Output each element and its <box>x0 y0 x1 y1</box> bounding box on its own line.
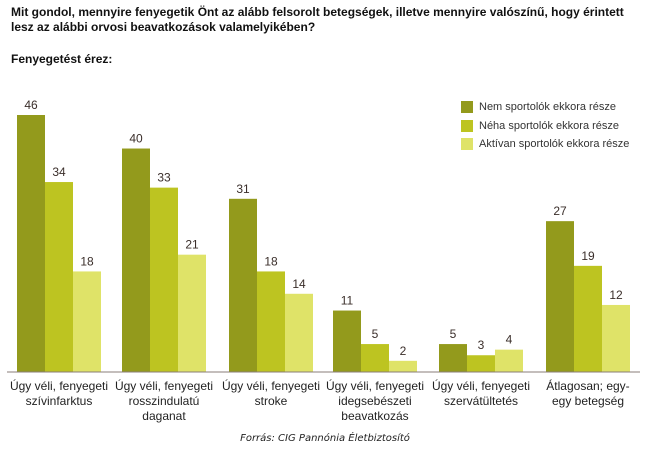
data-label: 11 <box>341 294 354 308</box>
bar <box>389 360 417 372</box>
data-label: 5 <box>450 327 457 341</box>
data-label: 27 <box>553 204 567 218</box>
category-label-line: stroke <box>255 394 288 408</box>
bar <box>574 265 602 372</box>
category-label: Úgy véli, fenyegeti idegsebészeti beavatko… <box>326 378 424 423</box>
data-label: 14 <box>292 277 306 291</box>
bar <box>45 182 73 372</box>
bar <box>439 344 467 372</box>
data-label: 3 <box>478 338 485 352</box>
bar <box>495 349 523 372</box>
category-label-line: idegsebészeti <box>338 394 411 408</box>
legend: Nem sportolók ekkora része Néha sportoló… <box>461 98 629 154</box>
chart-subtitle: Fenyegetést érez: <box>11 52 113 66</box>
legend-item-neha: Néha sportolók ekkora része <box>461 117 629 136</box>
source-note: Forrás: CIG Pannónia Életbiztosító <box>240 433 410 444</box>
data-label: 2 <box>400 344 407 358</box>
data-label: 33 <box>157 171 171 185</box>
bar <box>285 293 313 372</box>
category-label-line: Úgy véli, fenyegeti <box>10 378 108 393</box>
bar <box>122 148 150 372</box>
bar <box>333 310 361 372</box>
category-label-line: Úgy véli, fenyegeti <box>115 378 213 393</box>
data-label: 18 <box>80 254 94 268</box>
legend-label: Aktívan sportolók ekkora része <box>479 138 630 151</box>
bar <box>178 254 206 372</box>
data-label: 40 <box>129 132 143 146</box>
legend-swatch <box>461 101 473 114</box>
category-label-line: Úgy véli, fenyegeti <box>432 378 530 393</box>
data-label: 5 <box>372 327 379 341</box>
legend-label: Néha sportolók ekkora része <box>479 119 620 132</box>
bar <box>467 355 495 372</box>
bar <box>150 187 178 372</box>
bar <box>229 198 257 372</box>
category-label: Úgy véli, fenyegeti stroke <box>222 378 320 408</box>
legend-item-aktivan: Aktívan sportolók ekkora része <box>461 135 629 154</box>
category-label: Úgy véli, fenyegeti szívinfarktus <box>10 378 108 408</box>
bar <box>73 271 101 372</box>
bar <box>361 344 389 372</box>
data-label: 18 <box>264 254 278 268</box>
data-label: 34 <box>52 165 66 179</box>
category-label-line: Úgy véli, fenyegeti <box>222 378 320 393</box>
data-label: 4 <box>506 333 513 347</box>
category-label-line: daganat <box>142 409 186 423</box>
legend-swatch <box>461 119 473 132</box>
bars-layer <box>17 115 630 372</box>
category-label-line: egy betegség <box>552 394 624 408</box>
data-label: 31 <box>236 182 250 196</box>
data-label: 19 <box>581 249 595 263</box>
category-label: Átlagosan; egy-egy betegség <box>546 378 629 408</box>
category-label-line: rosszindulatú <box>129 394 200 408</box>
data-label: 46 <box>24 98 38 112</box>
data-label: 21 <box>185 238 199 252</box>
category-label-line: Úgy véli, fenyegeti <box>326 378 424 393</box>
chart-question: Mit gondol, mennyire fenyegetik Önt az a… <box>11 5 624 34</box>
legend-item-nem: Nem sportolók ekkora része <box>461 98 629 117</box>
legend-label: Nem sportolók ekkora része <box>479 101 616 114</box>
category-label: Úgy véli, fenyegeti szervátültetés <box>432 378 530 408</box>
bar <box>602 304 630 372</box>
category-label: Úgy véli, fenyegeti rosszindulatú daganat <box>115 378 213 423</box>
legend-swatch <box>461 138 473 151</box>
category-label-line: beavatkozás <box>341 409 408 423</box>
category-label-line: szervátültetés <box>444 394 518 408</box>
category-label-line: szívinfarktus <box>26 394 93 408</box>
category-label-line: Átlagosan; egy- <box>546 378 629 393</box>
data-label: 12 <box>609 288 623 302</box>
bar <box>17 115 45 372</box>
bar <box>546 221 574 372</box>
bar <box>257 271 285 372</box>
